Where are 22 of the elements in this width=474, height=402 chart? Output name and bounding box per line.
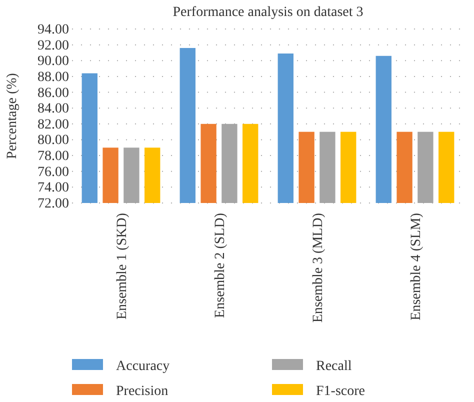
y-tick-label: 76.00 <box>38 164 69 180</box>
legend-label: Precision <box>116 384 168 399</box>
y-tick-label: 80.00 <box>38 133 69 148</box>
legend-label: Accuracy <box>116 358 170 374</box>
x-tick-label: Ensemble 2 (SLD) <box>212 212 228 318</box>
y-axis-title: Percentage (%) <box>5 72 20 159</box>
y-tick-label: 92.00 <box>38 38 69 54</box>
chart-title: Performance analysis on dataset 3 <box>172 5 364 20</box>
y-tick-label: 90.00 <box>38 54 69 70</box>
y-tick-label: 94.00 <box>38 22 69 38</box>
x-tick-label: Ensemble 3 (MLD) <box>310 212 326 323</box>
y-tick-label: 88.00 <box>38 70 69 85</box>
y-tick-label: 86.00 <box>38 86 69 101</box>
legend-label: F1-score <box>316 384 365 399</box>
y-tick-label: 74.00 <box>38 180 69 196</box>
y-tick-label: 82.00 <box>38 117 69 132</box>
y-tick-label: 72.00 <box>38 196 69 212</box>
legend-label: Recall <box>316 358 352 374</box>
y-tick-label: 78.00 <box>38 149 69 164</box>
x-tick-label: Ensemble 1 (SKD) <box>114 212 130 320</box>
y-tick-label: 84.00 <box>38 102 69 117</box>
x-tick-label: Ensemble 4 (SLM) <box>408 212 424 320</box>
